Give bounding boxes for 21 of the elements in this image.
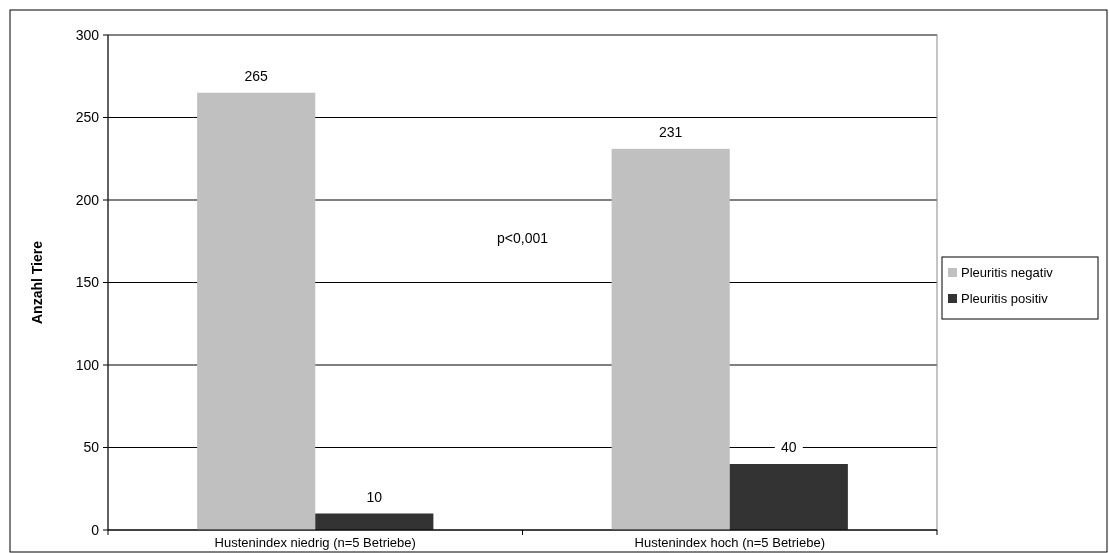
legend-label: Pleuritis negativ bbox=[961, 265, 1054, 280]
legend-label: Pleuritis positiv bbox=[961, 291, 1049, 306]
y-tick-label: 250 bbox=[75, 109, 100, 126]
x-tick-label: Hustenindex hoch (n=5 Betriebe) bbox=[634, 535, 825, 550]
annotation: p<0,001 bbox=[497, 229, 549, 246]
data-label: 231 bbox=[659, 123, 683, 140]
y-tick-label: 300 bbox=[75, 26, 100, 43]
x-tick-label: Hustenindex niedrig (n=5 Betriebe) bbox=[214, 535, 416, 550]
y-tick-label: 200 bbox=[75, 191, 100, 208]
y-tick-label: 100 bbox=[75, 356, 100, 373]
y-tick-label: 0 bbox=[91, 521, 100, 538]
data-label: 40 bbox=[781, 439, 797, 455]
data-label: 265 bbox=[244, 67, 269, 84]
data-label: 10 bbox=[366, 488, 383, 505]
bar bbox=[611, 148, 730, 530]
bar bbox=[315, 513, 434, 530]
y-axis-title: Anzahl Tiere bbox=[29, 240, 45, 324]
bar bbox=[197, 92, 316, 530]
y-tick-label: 150 bbox=[75, 274, 100, 291]
bar bbox=[729, 464, 848, 530]
y-tick-label: 50 bbox=[83, 439, 100, 456]
